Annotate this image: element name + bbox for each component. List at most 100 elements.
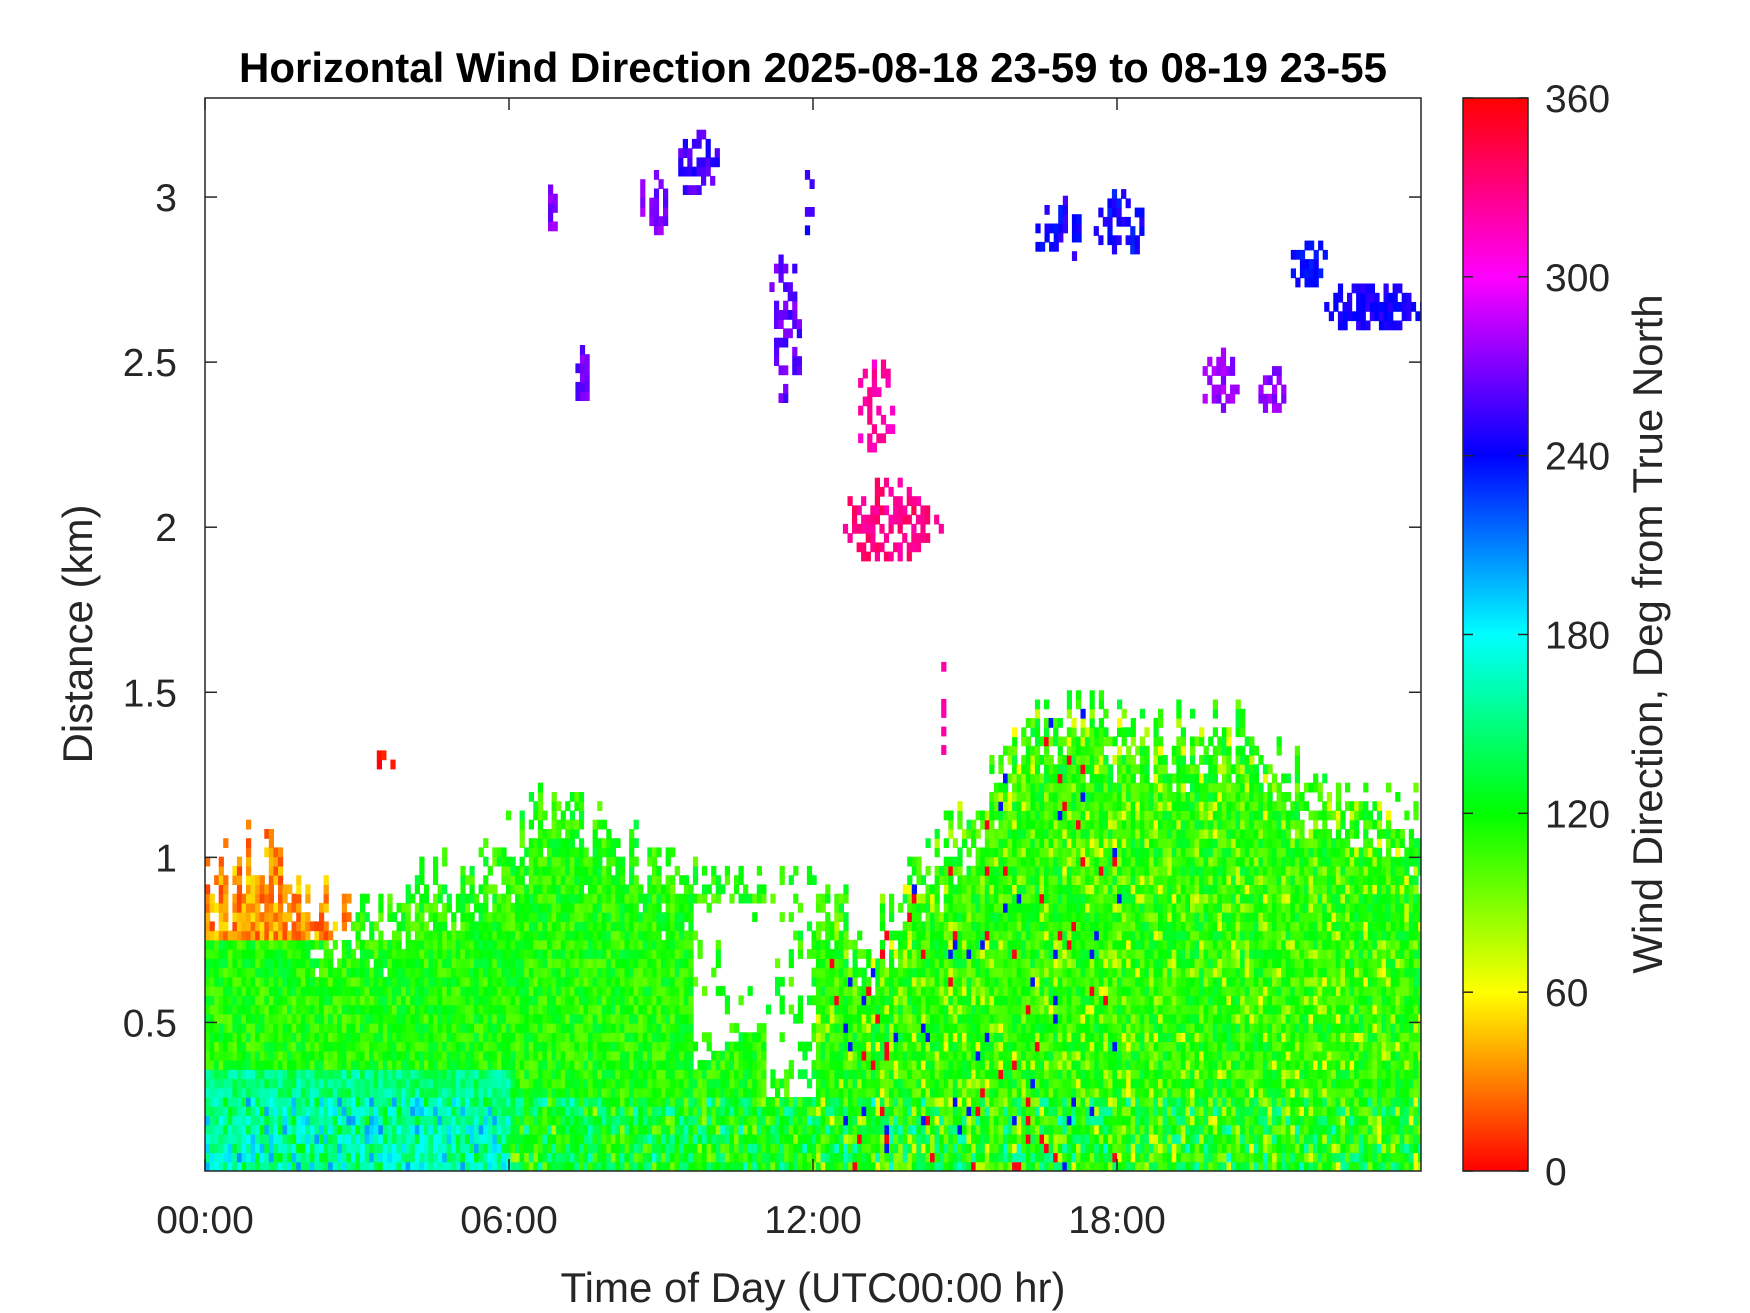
heatmap-cell (975, 1050, 981, 1061)
heatmap-cell (907, 976, 913, 987)
heatmap-cell (697, 1152, 703, 1163)
heatmap-cell (670, 1097, 676, 1107)
heatmap-cell (679, 1087, 685, 1098)
heatmap-cell (957, 884, 963, 895)
heatmap-cell (670, 1106, 676, 1117)
heatmap-cell (629, 1013, 635, 1024)
heatmap-cell (866, 1004, 872, 1015)
heatmap-cell (642, 1106, 648, 1117)
heatmap-cell (364, 1115, 370, 1126)
heatmap-cell (291, 995, 297, 1006)
heatmap-cell (601, 939, 607, 950)
heatmap-cell (515, 1013, 521, 1024)
heatmap-cell (870, 995, 876, 1006)
heatmap-cell (300, 1087, 306, 1098)
heatmap-cell (469, 1032, 475, 1043)
heatmap-cell (683, 995, 689, 1006)
heatmap-cell (218, 1161, 224, 1171)
heatmap-cell (674, 1078, 680, 1089)
heatmap-cell (524, 939, 530, 950)
heatmap-cell (396, 939, 402, 950)
heatmap-cell (346, 1060, 352, 1070)
heatmap-cell (889, 976, 895, 987)
heatmap-cell (428, 976, 434, 987)
heatmap-cell (629, 958, 635, 969)
heatmap-cell (455, 995, 461, 1006)
heatmap-cell (227, 1050, 233, 1061)
heatmap-cell (501, 847, 507, 858)
heatmap-cell (875, 1060, 881, 1070)
heatmap-cell (984, 856, 990, 867)
heatmap-cell (551, 792, 557, 802)
heatmap-cell (556, 819, 562, 830)
heatmap-cell (920, 1069, 927, 1080)
heatmap-cell (268, 1078, 274, 1089)
heatmap-cell (592, 1004, 598, 1015)
heatmap-cell (943, 884, 949, 895)
heatmap-cell (287, 902, 293, 913)
heatmap-cell (752, 1041, 758, 1052)
heatmap-cell (957, 1152, 963, 1163)
heatmap-cell (387, 1152, 393, 1163)
heatmap-cell (624, 1161, 630, 1171)
heatmap-cell (597, 801, 603, 811)
heatmap-cell (569, 1115, 575, 1126)
heatmap-cell (451, 958, 457, 969)
heatmap-cell (250, 1032, 256, 1043)
heatmap-cell (971, 1032, 977, 1043)
heatmap-cell (574, 1143, 580, 1154)
heatmap-cell (455, 1152, 461, 1163)
heatmap-cell (966, 847, 972, 858)
heatmap-cell (620, 1069, 626, 1080)
heatmap-cell (930, 893, 936, 904)
heatmap-cell (278, 1041, 284, 1052)
heatmap-cell (396, 1032, 402, 1043)
heatmap-cell (857, 986, 863, 996)
heatmap-cell (734, 1078, 740, 1089)
heatmap-cell (428, 995, 434, 1006)
heatmap-cell (369, 1106, 375, 1117)
heatmap-cell (328, 1097, 334, 1107)
heatmap-cell (870, 1069, 876, 1080)
heatmap-cell (738, 995, 744, 1006)
heatmap-cell (378, 986, 384, 996)
heatmap-cell (683, 1069, 689, 1080)
heatmap-cell (446, 995, 452, 1006)
heatmap-cell (984, 1050, 990, 1061)
heatmap-cell (606, 1115, 612, 1126)
heatmap-cell (506, 939, 512, 950)
heatmap-cell (843, 939, 849, 950)
heatmap-cell (492, 1013, 498, 1024)
heatmap-cell (510, 1060, 516, 1070)
heatmap-cell (551, 976, 557, 987)
heatmap-cell (902, 986, 908, 996)
heatmap-cell (223, 1161, 229, 1171)
heatmap-cell (943, 1050, 949, 1061)
heatmap-cell (952, 912, 958, 922)
heatmap-cell (478, 1013, 484, 1024)
heatmap-cell (246, 1115, 252, 1126)
heatmap-cell (756, 1143, 762, 1154)
heatmap-cell (670, 930, 676, 941)
heatmap-cell (551, 939, 557, 950)
heatmap-cell (537, 1050, 544, 1061)
heatmap-cell (337, 958, 343, 969)
heatmap-cell (337, 1134, 343, 1144)
heatmap-cell (528, 921, 534, 932)
heatmap-cell (834, 893, 840, 904)
heatmap-cell (483, 967, 489, 978)
heatmap-cell (565, 1161, 571, 1171)
heatmap-cell (487, 1013, 493, 1024)
heatmap-cell (501, 902, 507, 913)
heatmap-cell (332, 1152, 338, 1163)
heatmap-cell (236, 949, 243, 959)
heatmap-cell (724, 875, 730, 885)
heatmap-cell (214, 967, 220, 978)
heatmap-cell (223, 930, 229, 941)
heatmap-cell (984, 1152, 990, 1163)
heatmap-cell (492, 1032, 498, 1043)
heatmap-cell (957, 1004, 963, 1015)
heatmap-cell (943, 1124, 949, 1135)
heatmap-cell (588, 976, 594, 987)
heatmap-cell (866, 1023, 872, 1033)
